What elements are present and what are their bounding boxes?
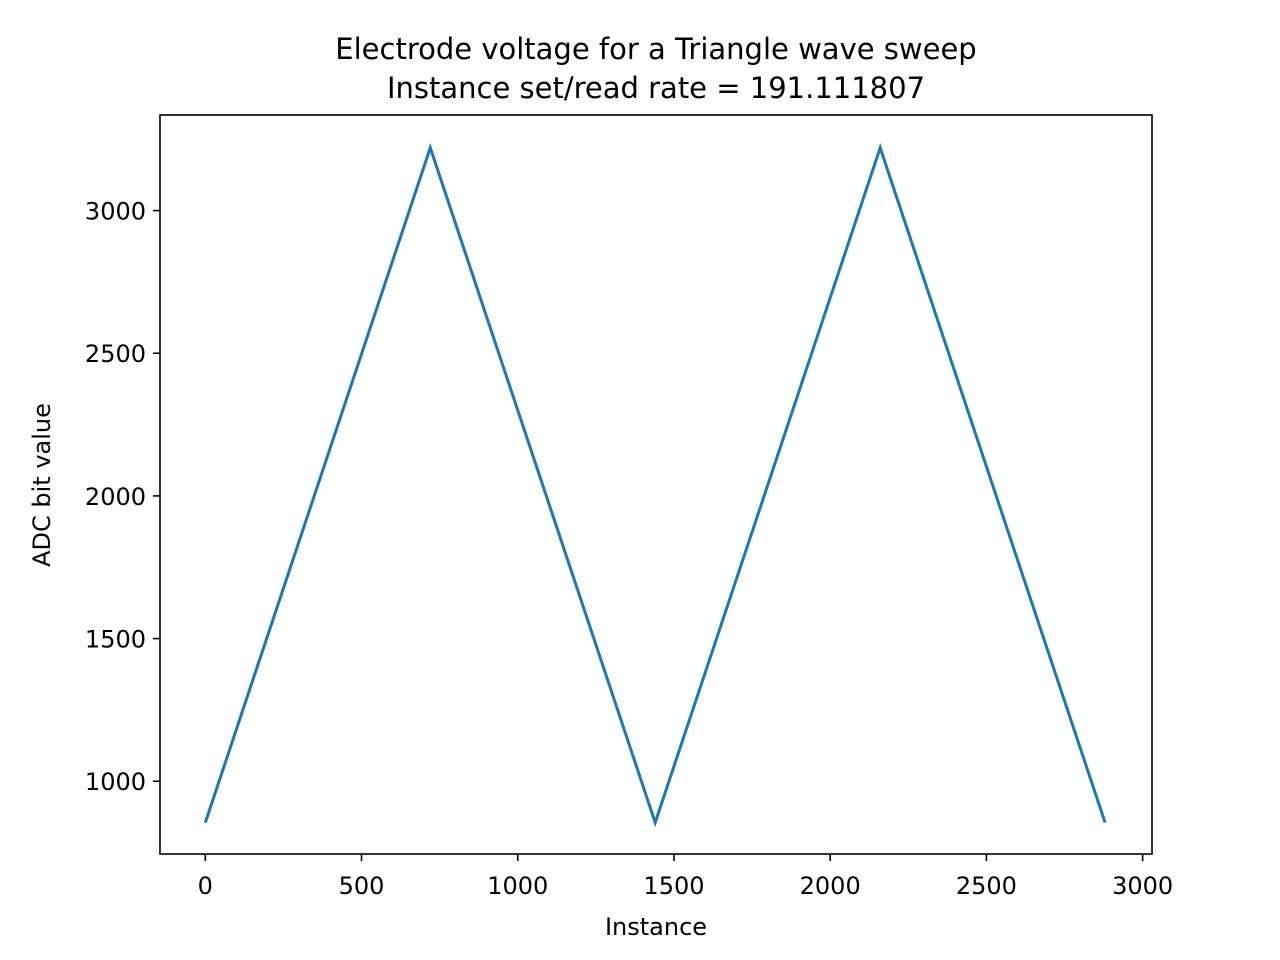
x-tick-label: 1000	[487, 872, 548, 900]
y-axis-ticks: 1000 1500 2000 2500 3000	[85, 198, 160, 796]
y-tick-label: 1500	[85, 626, 146, 654]
y-axis-label: ADC bit value	[28, 403, 56, 567]
chart-subtitle: Instance set/read rate = 191.111807	[387, 71, 925, 105]
x-tick-label: 3000	[1112, 872, 1173, 900]
chart-title: Electrode voltage for a Triangle wave sw…	[335, 32, 976, 66]
y-tick-label: 1000	[85, 768, 146, 796]
x-tick-label: 500	[339, 872, 385, 900]
y-tick-label: 2000	[85, 483, 146, 511]
series-line-0	[203, 143, 1107, 828]
y-tick-label: 2500	[85, 340, 146, 368]
x-tick-label: 2000	[800, 872, 861, 900]
x-tick-label: 1500	[643, 872, 704, 900]
y-tick-label: 3000	[85, 198, 146, 226]
x-tick-label: 2500	[956, 872, 1017, 900]
x-axis-label: Instance	[605, 913, 707, 941]
x-tick-label: 0	[198, 872, 213, 900]
plot-frame	[159, 114, 1153, 855]
plot-area	[203, 143, 1107, 828]
x-axis-ticks: 0 500 1000 1500 2000 2500 3000	[198, 854, 1173, 900]
